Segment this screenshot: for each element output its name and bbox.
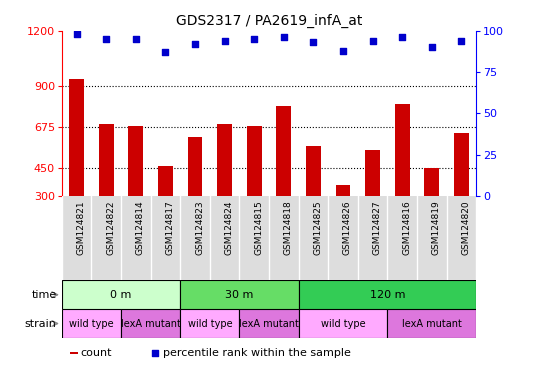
- Text: GSM124819: GSM124819: [431, 200, 441, 255]
- Bar: [62, 280, 180, 309]
- Bar: [424, 168, 439, 196]
- Text: GSM124818: GSM124818: [284, 200, 293, 255]
- Text: 120 m: 120 m: [370, 290, 405, 300]
- Text: GSM124821: GSM124821: [77, 200, 86, 255]
- Text: GSM124817: GSM124817: [166, 200, 174, 255]
- Bar: [70, 353, 78, 354]
- Text: GSM124816: GSM124816: [402, 200, 411, 255]
- Bar: [239, 309, 299, 338]
- Text: percentile rank within the sample: percentile rank within the sample: [163, 348, 351, 358]
- Text: GSM124820: GSM124820: [461, 200, 470, 255]
- Title: GDS2317 / PA2619_infA_at: GDS2317 / PA2619_infA_at: [176, 14, 362, 28]
- Point: [309, 39, 317, 45]
- Bar: [217, 124, 232, 196]
- Point: [102, 36, 110, 42]
- Text: GSM124823: GSM124823: [195, 200, 204, 255]
- Bar: [395, 104, 409, 196]
- Point: [457, 38, 465, 44]
- Bar: [62, 309, 121, 338]
- Bar: [69, 79, 84, 196]
- Point: [131, 36, 140, 42]
- Bar: [336, 185, 350, 196]
- Bar: [180, 309, 239, 338]
- Bar: [129, 126, 143, 196]
- Point: [368, 38, 377, 44]
- Point: [427, 44, 436, 50]
- Point: [398, 34, 406, 40]
- Text: GSM124826: GSM124826: [343, 200, 352, 255]
- Point: [72, 31, 81, 37]
- Point: [190, 41, 199, 47]
- Bar: [299, 280, 476, 309]
- Text: wild type: wild type: [188, 318, 232, 329]
- Bar: [299, 309, 387, 338]
- Point: [161, 49, 169, 55]
- Text: lexA mutant: lexA mutant: [402, 318, 462, 329]
- Text: lexA mutant: lexA mutant: [121, 318, 181, 329]
- Bar: [454, 134, 469, 196]
- Point: [250, 36, 258, 42]
- Text: GSM124822: GSM124822: [106, 200, 115, 255]
- Point: [220, 38, 229, 44]
- Text: GSM124815: GSM124815: [254, 200, 263, 255]
- Bar: [180, 280, 299, 309]
- Text: GSM124825: GSM124825: [313, 200, 322, 255]
- Text: 30 m: 30 m: [225, 290, 253, 300]
- Text: 0 m: 0 m: [110, 290, 132, 300]
- Point: [338, 48, 347, 54]
- Point: [279, 34, 288, 40]
- Bar: [277, 106, 291, 196]
- Bar: [306, 146, 321, 196]
- Text: wild type: wild type: [321, 318, 365, 329]
- Bar: [158, 167, 173, 196]
- Bar: [99, 124, 114, 196]
- Bar: [188, 137, 202, 196]
- Text: count: count: [81, 348, 112, 358]
- Bar: [387, 309, 476, 338]
- Bar: [121, 309, 180, 338]
- Text: strain: strain: [25, 318, 56, 329]
- Text: lexA mutant: lexA mutant: [239, 318, 299, 329]
- Text: wild type: wild type: [69, 318, 114, 329]
- Text: time: time: [31, 290, 56, 300]
- Bar: [247, 126, 261, 196]
- Text: GSM124827: GSM124827: [372, 200, 381, 255]
- Text: GSM124814: GSM124814: [136, 200, 145, 255]
- Text: GSM124824: GSM124824: [225, 200, 233, 255]
- Bar: [365, 150, 380, 196]
